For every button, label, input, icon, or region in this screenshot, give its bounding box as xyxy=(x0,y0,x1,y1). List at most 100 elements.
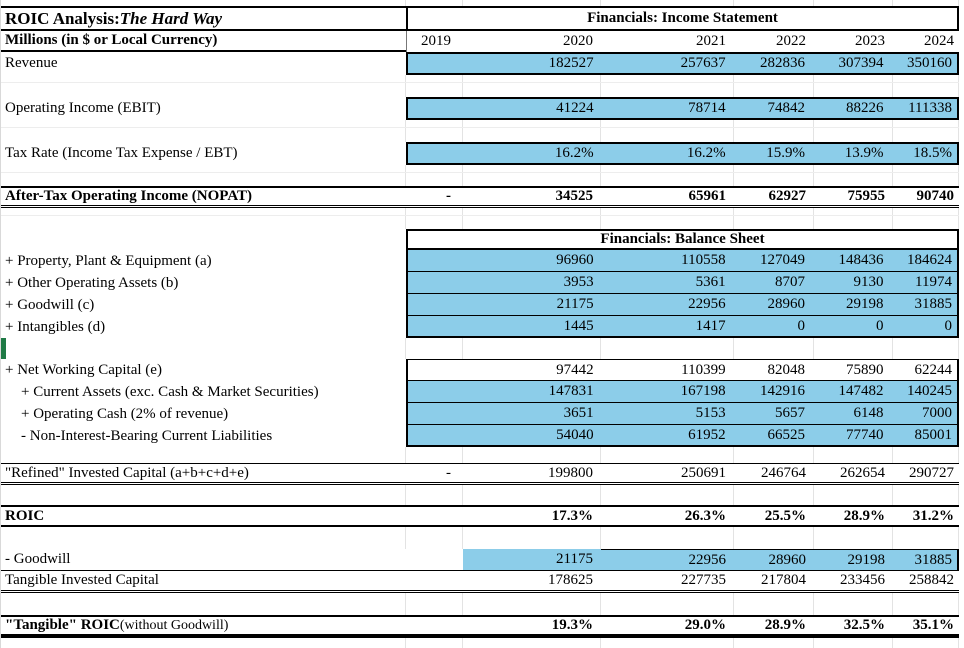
cell-troic-2023[interactable]: 32.5% xyxy=(843,617,885,633)
cell-gap5-0[interactable] xyxy=(1,338,406,359)
cell-ebit-2024[interactable]: 111338 xyxy=(908,100,952,116)
cell-nopat-2024[interactable]: 90740 xyxy=(916,188,955,204)
cell-gap2a-4[interactable] xyxy=(734,120,814,127)
cell-nopat-2022[interactable]: 62927 xyxy=(768,188,807,204)
cell-gap10-5[interactable] xyxy=(814,638,893,648)
cell-gap4a-4[interactable] xyxy=(734,208,814,215)
cell-gap10-1[interactable] xyxy=(406,638,463,648)
cell-bsheader-label[interactable] xyxy=(1,229,406,250)
cell-nibcl-2023[interactable]: 77740 xyxy=(845,426,884,443)
cell-ebit-2021[interactable]: 78714 xyxy=(688,100,726,116)
cell-gap9-3[interactable] xyxy=(601,593,734,615)
cell-nibcl-2022[interactable]: 66525 xyxy=(767,426,806,443)
cell-gap9-2[interactable] xyxy=(463,593,601,615)
cell-gap2b-4[interactable] xyxy=(734,128,814,142)
cell-opcash-2019[interactable] xyxy=(408,403,465,424)
cell-tangibleic-label[interactable]: Tangible Invested Capital xyxy=(5,572,159,588)
cell-gap1a-1[interactable] xyxy=(406,75,463,82)
cell-curassets-2022[interactable]: 142916 xyxy=(760,383,806,399)
cell-roic-2024[interactable]: 31.2% xyxy=(912,507,954,524)
cell-taxrate-2019[interactable] xyxy=(408,144,465,163)
cell-gap3b-3[interactable] xyxy=(601,173,734,186)
cell-gap5-1[interactable] xyxy=(406,338,463,359)
cell-ebit-2019[interactable] xyxy=(408,99,465,118)
cell-ppe-2019[interactable] xyxy=(408,250,465,271)
cell-gap3a-1[interactable] xyxy=(406,165,463,172)
year-2020[interactable]: 2020 xyxy=(563,33,593,49)
cell-gap1a-2[interactable] xyxy=(463,75,601,82)
cell-gap6-2[interactable] xyxy=(463,447,601,463)
cell-curassets-2023[interactable]: 147482 xyxy=(838,383,884,399)
cell-refined-2019[interactable]: - xyxy=(446,464,451,481)
cell-opcash-2022[interactable]: 5657 xyxy=(775,405,806,421)
cell-ooa-2022[interactable]: 8707 xyxy=(775,274,806,290)
year-2019[interactable]: 2019 xyxy=(406,31,463,52)
cell-tangibleic-2019[interactable] xyxy=(406,571,463,590)
cell-nwc-2021[interactable]: 110399 xyxy=(681,361,726,378)
cell-gap5-4[interactable] xyxy=(734,338,814,359)
cell-gap1a-5[interactable] xyxy=(814,75,893,82)
cell-gap3a-6[interactable] xyxy=(893,165,959,172)
cell-top-2[interactable] xyxy=(463,0,601,6)
cell-gap4b-5[interactable] xyxy=(814,216,893,229)
cell-gap7-1[interactable] xyxy=(406,485,463,505)
cell-intangibles-2019[interactable] xyxy=(408,316,465,336)
cell-taxrate-label[interactable]: Tax Rate (Income Tax Expense / EBT) xyxy=(5,145,238,161)
cell-ppe-2024[interactable]: 184624 xyxy=(907,252,952,268)
cell-curassets-2021[interactable]: 167198 xyxy=(680,383,726,399)
cell-goodwill_c-label[interactable]: + Goodwill (c) xyxy=(5,296,95,313)
cell-gap3b-4[interactable] xyxy=(734,173,814,186)
cell-gap6-0[interactable] xyxy=(1,447,406,463)
income-statement-header[interactable]: Financials: Income Statement xyxy=(406,8,959,31)
cell-minusgw-2019[interactable] xyxy=(406,549,463,570)
balance-sheet-header[interactable]: Financials: Balance Sheet xyxy=(406,229,959,250)
cell-gap3a-2[interactable] xyxy=(463,165,601,172)
cell-troic-2019[interactable] xyxy=(406,617,463,634)
cell-nibcl-2024[interactable]: 85001 xyxy=(914,426,953,443)
cell-goodwill_c-2021[interactable]: 22956 xyxy=(688,296,726,312)
cell-ooa-2019[interactable] xyxy=(408,272,465,293)
cell-gap2a-1[interactable] xyxy=(406,120,463,127)
cell-ooa-label[interactable]: + Other Operating Assets (b) xyxy=(5,274,179,291)
cell-gap7-6[interactable] xyxy=(893,485,959,505)
cell-gap1a-3[interactable] xyxy=(601,75,734,82)
cell-gap1b-1[interactable] xyxy=(406,83,463,97)
cell-ppe-2023[interactable]: 148436 xyxy=(838,252,884,268)
cell-revenue-2022[interactable]: 282836 xyxy=(760,55,806,71)
cell-gap8-2[interactable] xyxy=(463,527,601,549)
cell-roic-2022[interactable]: 25.5% xyxy=(764,507,806,524)
cell-ebit-label[interactable]: Operating Income (EBIT) xyxy=(5,100,161,116)
cell-refined-2020[interactable]: 199800 xyxy=(548,464,593,481)
cell-goodwill_c-2020[interactable]: 21175 xyxy=(556,296,594,312)
cell-gap2b-5[interactable] xyxy=(814,128,893,142)
cell-gap4b-0[interactable] xyxy=(1,216,406,229)
cell-nibcl-2019[interactable] xyxy=(408,425,465,445)
cell-gap7-3[interactable] xyxy=(601,485,734,505)
cell-opcash-label[interactable]: + Operating Cash (2% of revenue) xyxy=(21,405,229,422)
cell-refined-2023[interactable]: 262654 xyxy=(840,464,885,481)
cell-taxrate-2022[interactable]: 15.9% xyxy=(766,145,806,161)
cell-tangibleic-2020[interactable]: 178625 xyxy=(548,572,593,588)
cell-goodwill_c-2022[interactable]: 28960 xyxy=(767,296,806,312)
cell-nwc-2022[interactable]: 82048 xyxy=(767,361,806,378)
cell-opcash-2020[interactable]: 3651 xyxy=(563,405,594,421)
cell-troic-2024[interactable]: 35.1% xyxy=(912,617,954,633)
cell-minusgw-label[interactable]: - Goodwill xyxy=(5,551,71,567)
cell-gap3a-0[interactable] xyxy=(1,165,406,172)
cell-gap3a-5[interactable] xyxy=(814,165,893,172)
cell-gap4a-3[interactable] xyxy=(601,208,734,215)
cell-intangibles-2023[interactable]: 0 xyxy=(875,317,884,334)
cell-top-5[interactable] xyxy=(814,0,893,6)
cell-top-1[interactable] xyxy=(406,0,463,6)
year-2024[interactable]: 2024 xyxy=(924,33,954,49)
cell-gap2a-5[interactable] xyxy=(814,120,893,127)
cell-gap8-6[interactable] xyxy=(893,527,959,549)
cell-gap3b-1[interactable] xyxy=(406,173,463,186)
cell-intangibles-2021[interactable]: 1417 xyxy=(695,317,726,334)
cell-intangibles-2024[interactable]: 0 xyxy=(944,317,953,334)
cell-gap5-5[interactable] xyxy=(814,338,893,359)
cell-curassets-label[interactable]: + Current Assets (exc. Cash & Market Sec… xyxy=(21,383,319,400)
cell-minusgw-2024[interactable]: 31885 xyxy=(893,549,959,570)
cell-nopat-label[interactable]: After-Tax Operating Income (NOPAT) xyxy=(5,188,253,204)
cell-ooa-2023[interactable]: 9130 xyxy=(853,274,884,290)
